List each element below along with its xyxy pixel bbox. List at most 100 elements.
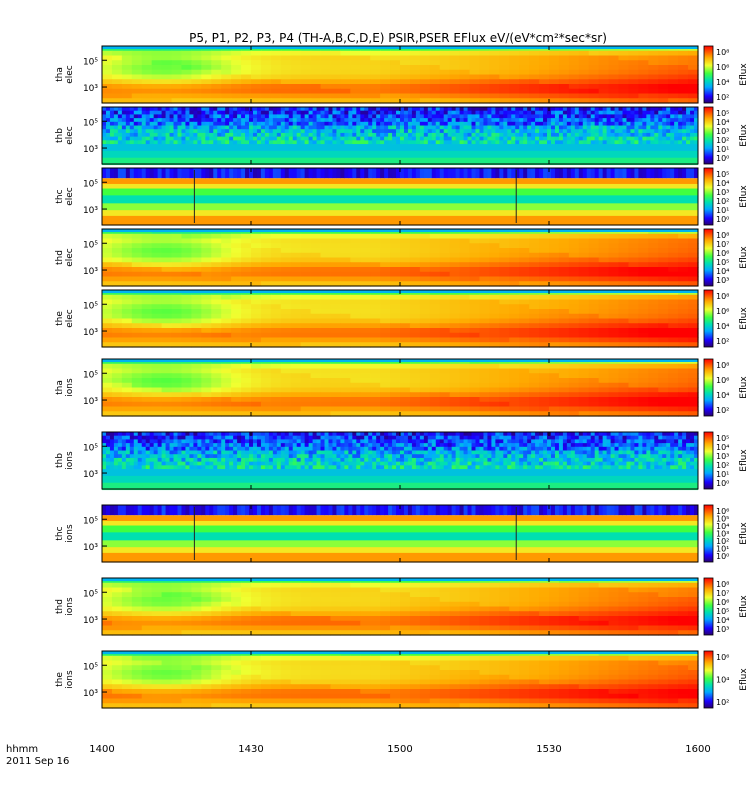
- colorbar-tick-label: 10⁶: [716, 249, 729, 258]
- ylabel-thb-elec: thbelec: [55, 126, 75, 145]
- colorbar-tick-label: 10³: [716, 625, 729, 634]
- colorbar-tick-label: 10⁴: [716, 179, 729, 188]
- colorbar-tick-label: 10⁶: [716, 653, 729, 662]
- ytick-label: 10³: [83, 206, 98, 216]
- time-axis-label: hhmm: [6, 744, 38, 755]
- colorbar-tick-label: 10²: [716, 461, 729, 470]
- ytick-label: 10³: [83, 543, 98, 553]
- ylabel-thc-ions: thcions: [55, 524, 75, 543]
- colorbar-gradient: [704, 229, 713, 286]
- heatmap-thd-ions: [102, 578, 699, 636]
- colorbar-tick-label: 10³: [716, 127, 729, 136]
- ylabel-thb-ions: thbions: [55, 451, 75, 470]
- colorbar-tick-label: 10⁴: [716, 322, 729, 331]
- time-tick-label: 1500: [387, 744, 412, 755]
- heatmap-thb-elec: [102, 107, 699, 165]
- ytick-label: 10⁵: [83, 240, 98, 250]
- colorbar-tick-label: 10⁶: [716, 376, 729, 385]
- colorbar-tick-label: 10³: [716, 452, 729, 461]
- colorbar-label: Eflux: [739, 449, 749, 472]
- colorbar-tick-label: 10²: [716, 406, 729, 415]
- colorbar-tick-label: 10⁵: [716, 170, 729, 179]
- time-tick-label: 1400: [89, 744, 114, 755]
- colorbar-tick-label: 10⁸: [716, 580, 729, 589]
- ytick-label: 10³: [83, 470, 98, 480]
- ytick-label: 10³: [83, 267, 98, 277]
- colorbar-tick-label: 10²: [716, 197, 729, 206]
- colorbar-tick-label: 10⁷: [716, 240, 729, 249]
- ytick-label: 10⁵: [83, 516, 98, 526]
- colorbar-tick-label: 10⁸: [716, 231, 729, 240]
- colorbar-tick-label: 10⁸: [716, 361, 729, 370]
- time-tick-label: 1600: [685, 744, 710, 755]
- colorbar-tick-label: 10²: [716, 93, 729, 102]
- colorbar-tick-label: 10⁴: [716, 118, 729, 127]
- colorbar-label: Eflux: [739, 595, 749, 618]
- colorbar-label: Eflux: [739, 185, 749, 208]
- ylabel-tha-elec: thaelec: [55, 65, 75, 84]
- colorbar-tick-label: 10⁸: [716, 48, 729, 57]
- colorbar-gradient: [704, 432, 713, 489]
- heatmap-tha-ions: [102, 359, 699, 417]
- colorbar-label: Eflux: [739, 376, 749, 399]
- colorbar-tick-label: 10⁷: [716, 589, 729, 598]
- colorbar-tick-label: 10¹: [716, 470, 729, 479]
- ylabel-the-ions: theions: [55, 670, 75, 689]
- colorbar-gradient: [704, 46, 713, 103]
- heatmap-thb-ions: [102, 432, 699, 490]
- ylabel-thd-ions: thdions: [55, 597, 75, 616]
- heatmap-thc-ions: [102, 505, 699, 563]
- colorbar-label: Eflux: [739, 522, 749, 545]
- colorbar-tick-label: 10¹: [716, 206, 729, 215]
- panels-group: thaelec10⁵10³10⁸10⁶10⁴10²Efluxthbelec10⁵…: [55, 46, 749, 709]
- colorbar-gradient: [704, 505, 713, 562]
- colorbar-tick-label: 10⁶: [716, 598, 729, 607]
- time-tick-label: 1430: [238, 744, 263, 755]
- colorbar-tick-label: 10⁶: [716, 307, 729, 316]
- heatmap-tha-elec: [102, 46, 699, 104]
- colorbar-tick-label: 10⁰: [716, 215, 729, 224]
- colorbar-gradient: [704, 168, 713, 225]
- colorbar-tick-label: 10⁸: [716, 292, 729, 301]
- heatmap-thc-elec: [102, 168, 699, 226]
- colorbar-gradient: [704, 290, 713, 347]
- colorbar-tick-label: 10⁴: [716, 616, 729, 625]
- ytick-label: 10⁵: [83, 118, 98, 128]
- colorbar-tick-label: 10²: [716, 337, 729, 346]
- colorbar-tick-label: 10⁴: [716, 267, 729, 276]
- ytick-label: 10³: [83, 84, 98, 94]
- ytick-label: 10⁵: [83, 443, 98, 453]
- colorbar-gradient: [704, 651, 713, 708]
- colorbar-tick-label: 10²: [716, 698, 729, 707]
- heatmap-the-elec: [102, 290, 699, 348]
- ylabel-thc-elec: thcelec: [55, 187, 75, 206]
- ylabel-the-elec: theelec: [55, 309, 75, 328]
- colorbar-tick-label: 10⁰: [716, 479, 729, 488]
- ytick-label: 10⁵: [83, 57, 98, 67]
- ytick-label: 10³: [83, 397, 98, 407]
- ytick-label: 10⁵: [83, 589, 98, 599]
- colorbar-tick-label: 10⁰: [716, 552, 729, 561]
- colorbar-gradient: [704, 578, 713, 635]
- ylabel-tha-ions: thaions: [55, 378, 75, 397]
- figure-title: P5, P1, P2, P3, P4 (TH-A,B,C,D,E) PSIR,P…: [189, 31, 607, 45]
- colorbar-label: Eflux: [739, 668, 749, 691]
- ylabel-thd-elec: thdelec: [55, 248, 75, 267]
- colorbar-gradient: [704, 359, 713, 416]
